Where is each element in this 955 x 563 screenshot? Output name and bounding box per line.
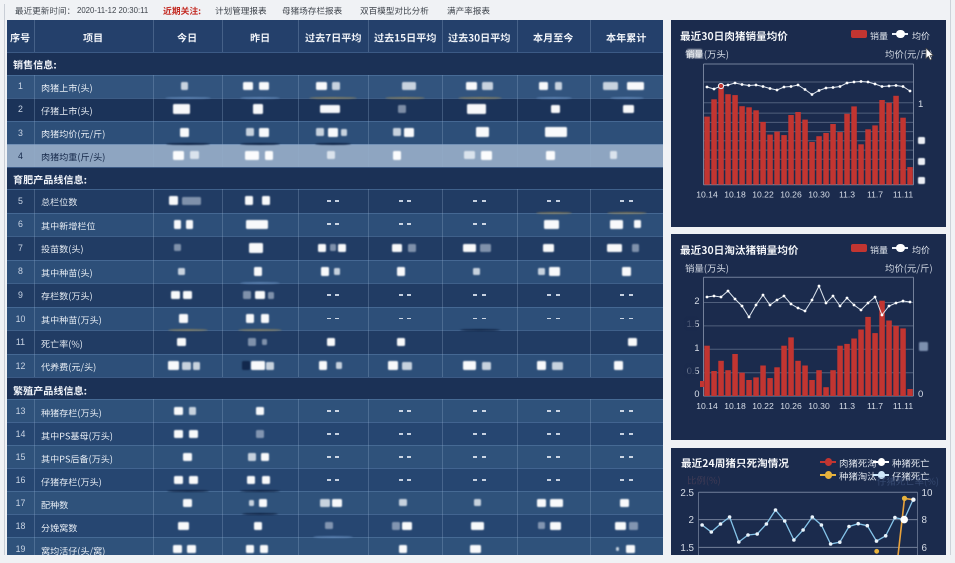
svg-text:10.22: 10.22 bbox=[752, 401, 774, 411]
svg-text:10.18: 10.18 bbox=[724, 190, 746, 200]
svg-text:10.22: 10.22 bbox=[752, 190, 774, 200]
svg-text:10.18: 10.18 bbox=[724, 401, 746, 411]
svg-text:11.11: 11.11 bbox=[893, 190, 913, 200]
svg-text:2.5: 2.5 bbox=[680, 488, 694, 499]
svg-text:10.26: 10.26 bbox=[780, 190, 802, 200]
svg-text:11.11: 11.11 bbox=[893, 401, 913, 411]
svg-text:10.14: 10.14 bbox=[696, 190, 718, 200]
svg-text:10.30: 10.30 bbox=[808, 190, 830, 200]
svg-text:11.3: 11.3 bbox=[839, 190, 855, 200]
svg-text:11.3: 11.3 bbox=[839, 401, 855, 411]
svg-text:1.5: 1.5 bbox=[680, 543, 694, 554]
svg-text:10.14: 10.14 bbox=[696, 401, 718, 411]
svg-text:10: 10 bbox=[922, 488, 933, 499]
svg-text:11.7: 11.7 bbox=[867, 401, 883, 411]
svg-text:10.26: 10.26 bbox=[780, 401, 802, 411]
svg-text:10.30: 10.30 bbox=[808, 401, 830, 411]
svg-text:11.7: 11.7 bbox=[867, 190, 883, 200]
svg-text:8: 8 bbox=[922, 515, 928, 526]
svg-text:6: 6 bbox=[922, 543, 928, 554]
svg-text:2: 2 bbox=[689, 515, 694, 526]
